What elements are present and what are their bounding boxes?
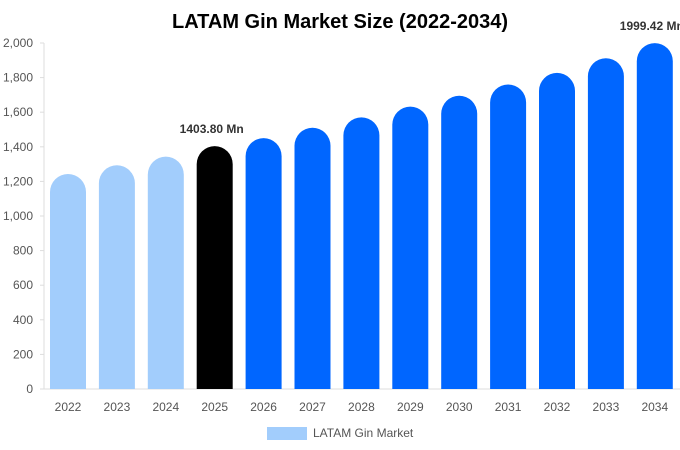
x-axis: 2022 2023 2024 2025 2026 2027 2028 2029 2030 2031… [55,400,669,414]
y-tick-label: 600 [13,278,33,292]
data-label-2034: 1999.42 Mn [620,19,680,33]
legend[interactable]: LATAM Gin Market [267,426,414,440]
y-tick-label: 2,000 [3,36,33,50]
bar-2030[interactable] [441,95,478,389]
bar-2028[interactable] [343,117,380,389]
x-tick-label: 2023 [104,400,131,414]
y-tick-label: 400 [13,313,33,327]
y-tick-label: 1,200 [3,174,33,188]
y-axis: 0 200 400 600 800 1,000 1,200 1,400 1,600 1,800 2,… [3,36,44,396]
x-tick-label: 2033 [593,400,620,414]
y-tick-label: 1,400 [3,140,33,154]
y-tick-label: 200 [13,347,33,361]
x-tick-label: 2025 [201,400,228,414]
bar-2026[interactable] [245,138,282,389]
data-labels: 1403.80 Mn 1999.42 Mn [180,19,680,136]
y-tick-label: 800 [13,244,33,258]
y-tick-label: 1,000 [3,209,33,223]
x-tick-label: 2029 [397,400,424,414]
x-tick-label: 2032 [544,400,571,414]
bar-2024[interactable] [147,156,184,389]
x-tick-label: 2030 [446,400,473,414]
x-tick-label: 2024 [152,400,179,414]
x-tick-label: 2027 [299,400,326,414]
bar-2027[interactable] [294,127,331,389]
legend-swatch[interactable] [267,427,307,440]
bar-2029[interactable] [392,106,429,389]
x-tick-label: 2022 [55,400,82,414]
bar-2031[interactable] [490,84,527,390]
bar-2034[interactable] [636,43,673,389]
chart-title: LATAM Gin Market Size (2022-2034) [172,11,508,33]
x-tick-label: 2026 [250,400,277,414]
y-tick-label: 0 [26,382,33,396]
data-label-2025: 1403.80 Mn [180,122,244,136]
x-tick-label: 2031 [495,400,522,414]
y-tick-label: 1,600 [3,105,33,119]
bar-2022[interactable] [50,173,86,389]
y-tick-label: 1,800 [3,71,33,85]
x-tick-label: 2034 [641,400,668,414]
bar-2032[interactable] [539,72,575,389]
legend-label[interactable]: LATAM Gin Market [313,426,414,440]
bar-2023[interactable] [98,165,135,389]
bar-2033[interactable] [587,58,624,390]
bar-2025[interactable] [196,146,233,389]
bars [50,43,673,390]
x-tick-label: 2028 [348,400,375,414]
